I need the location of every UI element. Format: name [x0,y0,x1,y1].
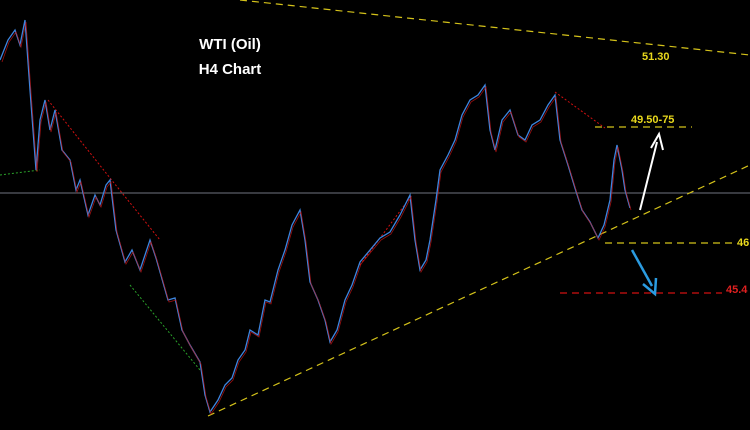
price-series-shadow [1,21,632,415]
chart-subtitle: H4 Chart [199,61,262,78]
level-label: 49.50-75 [631,114,674,126]
red-trend [47,99,161,241]
chart-title: WTI (Oil) [199,36,261,53]
support-trendline [207,164,750,417]
level-label: 45.4 [726,284,748,296]
up-arrow-head [650,131,664,151]
down-arrow [630,249,654,287]
green-trend [0,169,41,176]
price-series [0,19,631,414]
level-label: 51.30 [642,51,670,63]
red-trend [359,194,413,266]
down-arrow-head [642,277,658,297]
level-label: 46 [737,237,749,249]
upper-trendline [239,0,750,56]
up-arrow [639,141,658,211]
